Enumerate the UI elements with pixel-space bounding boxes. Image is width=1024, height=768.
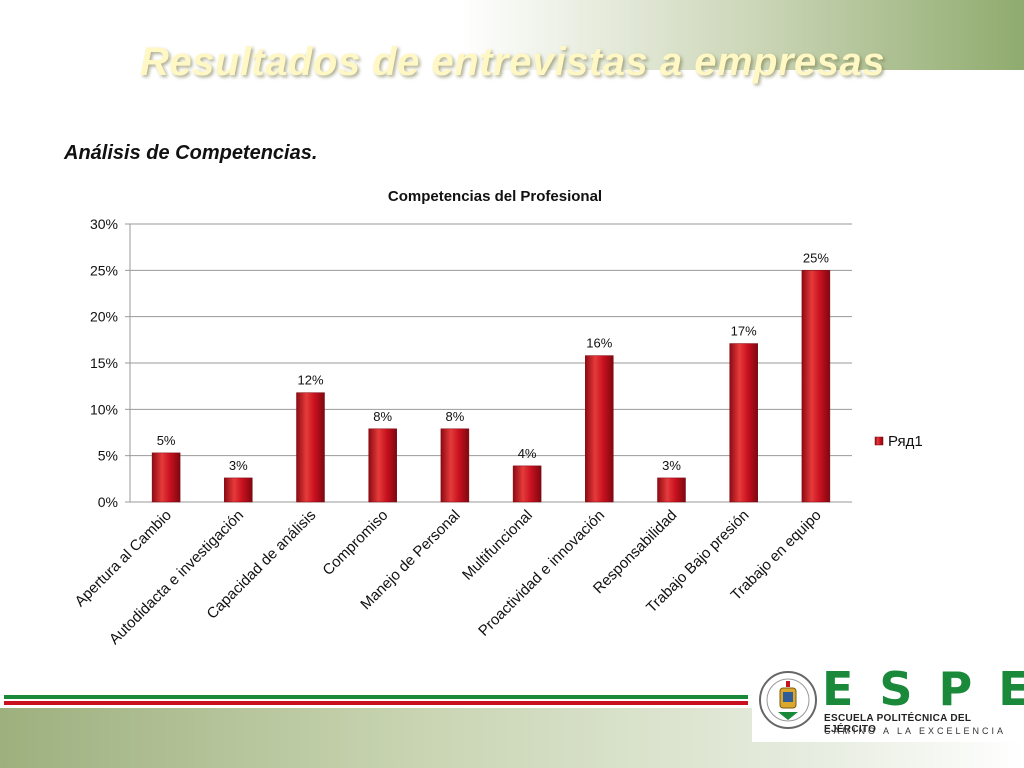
bar — [585, 355, 614, 503]
y-tick-label: 20% — [90, 309, 118, 325]
y-tick-label: 30% — [90, 216, 118, 232]
data-label: 16% — [586, 336, 612, 351]
y-tick-label: 0% — [98, 494, 118, 510]
data-label: 8% — [446, 409, 465, 424]
bar — [801, 270, 831, 503]
data-label: 5% — [157, 433, 176, 448]
chart-title: Competencias del Profesional — [388, 188, 602, 205]
section-heading: Análisis de Competencias. — [64, 142, 318, 164]
bar — [440, 428, 470, 503]
bar — [368, 428, 397, 503]
bar — [729, 343, 758, 503]
data-label: 3% — [229, 458, 248, 473]
y-tick-label: 15% — [90, 355, 118, 371]
espe-tagline: CAMINO A LA EXCELENCIA — [824, 726, 1007, 736]
y-tick-label: 5% — [98, 448, 118, 464]
slide-title: Resultados de entrevistas a empresas — [140, 40, 886, 84]
espe-seal-icon — [759, 671, 817, 729]
x-tick-label: Multifuncional — [459, 507, 536, 584]
bar — [512, 465, 542, 503]
bar — [224, 477, 253, 503]
data-label: 4% — [518, 446, 537, 461]
y-axis-ticks: 0% 5% 10% 15% 20% 25% 30% — [90, 216, 118, 510]
bar — [296, 392, 325, 503]
y-tick-label: 10% — [90, 401, 118, 417]
footer-divider — [4, 695, 748, 707]
y-tick-label: 25% — [90, 262, 118, 278]
legend: Ряд1 — [874, 433, 923, 450]
bars — [151, 270, 831, 503]
bar-chart: Competencias del Profesional 0% 5% 10% 15% 2… — [72, 188, 923, 648]
data-label: 3% — [662, 458, 681, 473]
header-band — [0, 0, 1024, 70]
data-label: 12% — [297, 373, 323, 388]
bar — [657, 477, 686, 503]
data-label: 25% — [803, 250, 829, 265]
x-tick-label: Compromiso — [319, 507, 391, 579]
bar — [151, 452, 181, 503]
legend-label: Ряд1 — [888, 433, 923, 450]
espe-subtitle: ESCUELA POLITÉCNICA DEL EJÉRCITO — [824, 713, 972, 735]
legend-swatch — [874, 436, 884, 446]
data-labels: 5% 3% 12% 8% 8% 4% 16% 3% 17% 25% — [157, 250, 830, 473]
data-label: 8% — [373, 409, 392, 424]
x-tick-label: Autodidacta e investigación — [106, 507, 247, 648]
data-label: 17% — [731, 324, 757, 339]
x-tick-label: Proactividad e innovación — [475, 507, 608, 640]
